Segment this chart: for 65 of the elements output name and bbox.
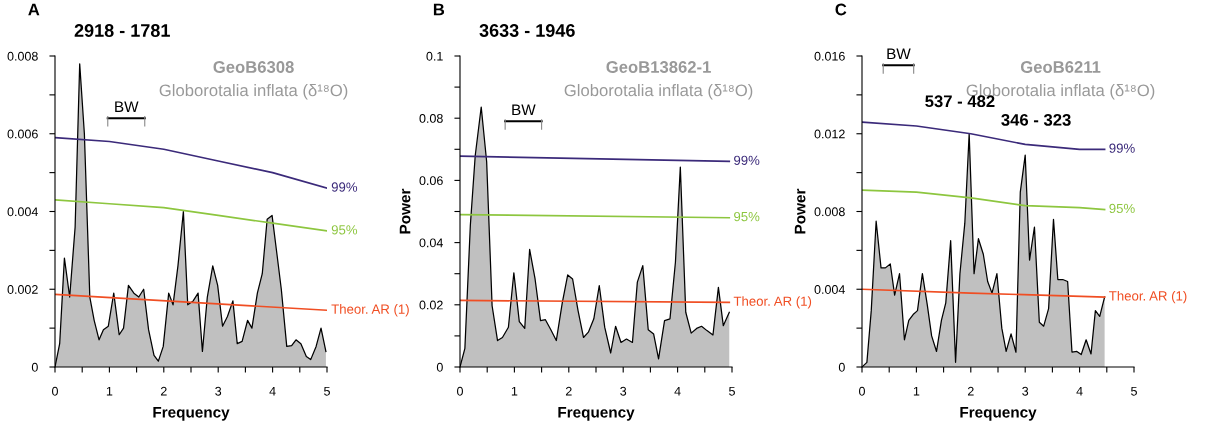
text: B [433, 3, 445, 16]
series-label: 99% [734, 155, 760, 165]
annotation: BW [887, 48, 911, 60]
y-tick-label: 0.016 [814, 51, 845, 61]
annotation: 346 - 323 [1001, 113, 1071, 126]
annotation: GeoB13862-1 [606, 61, 711, 73]
series-label: Theor. AR (1) [1109, 290, 1187, 304]
series-label: 99% [1109, 143, 1135, 153]
x-tick-label: 3 [620, 386, 627, 396]
y-tick-label: 0.1 [426, 51, 443, 61]
y-tick-label: 0.08 [419, 114, 443, 123]
y-tick-label: 0.02 [419, 300, 443, 310]
chart-title: 3633 - 1946 [479, 24, 575, 37]
y-tick-label: 0.06 [419, 176, 443, 186]
y-axis-title: Power [399, 188, 411, 234]
x-tick-label: 2 [565, 386, 572, 396]
y-tick-label: 0.04 [419, 238, 443, 248]
x-tick-label: 5 [1131, 386, 1137, 396]
annotation: Globorotalia inflata (δ¹⁸O) [159, 83, 348, 100]
line-series [862, 189, 1106, 211]
x-tick-label: 0 [52, 386, 58, 396]
annotation: BW [512, 104, 536, 116]
x-axis-title: Frequency [153, 406, 230, 421]
text: A [28, 3, 40, 16]
annotation: GeoB6308 [213, 61, 294, 73]
x-tick-label: 2 [160, 386, 167, 396]
y-tick-label: 0 [436, 362, 443, 372]
x-tick-label: 3 [215, 386, 222, 396]
annotation: GeoB6211 [1020, 61, 1101, 73]
x-tick-label: 1 [913, 386, 920, 396]
x-tick-label: 4 [674, 386, 681, 396]
y-tick-label: 0 [838, 362, 845, 372]
x-tick-label: 1 [106, 386, 113, 396]
y-tick-label: 0.002 [7, 285, 38, 294]
annotation: BW [115, 101, 139, 112]
y-tick-label: 0.008 [814, 207, 845, 217]
y-tick-label: 0.004 [7, 207, 38, 217]
y-tick-label: 0.004 [814, 285, 845, 294]
x-axis-title: Frequency [558, 406, 635, 421]
line-series [55, 199, 327, 232]
x-tick-label: 0 [457, 386, 463, 396]
x-tick-label: 0 [859, 386, 865, 396]
line-series [55, 136, 327, 190]
y-tick-label: 0.006 [7, 129, 38, 139]
y-tick-label: 0 [31, 362, 38, 372]
series-label: 95% [331, 225, 358, 235]
x-tick-label: 1 [511, 386, 518, 396]
x-tick-label: 4 [269, 386, 276, 396]
x-tick-label: 5 [324, 386, 330, 396]
x-tick-label: 3 [1022, 386, 1029, 396]
y-axis-title: Power [794, 188, 806, 234]
x-tick-label: 5 [729, 386, 735, 396]
series-label: 99% [331, 182, 358, 192]
series-label: 95% [1109, 203, 1135, 214]
annotation: Globorotalia inflata (δ¹⁸O) [564, 83, 753, 100]
series-label: Theor. AR (1) [733, 296, 812, 309]
x-tick-label: 2 [967, 386, 974, 396]
chart-title: 2918 - 1781 [74, 24, 170, 37]
text: C [835, 3, 847, 16]
y-tick-label: 0.012 [814, 129, 845, 139]
x-axis-title: Frequency [960, 406, 1037, 421]
y-tick-label: 0.008 [7, 51, 38, 61]
series-label: 95% [734, 211, 760, 222]
series-label: Theor. AR (1) [331, 304, 409, 317]
x-tick-label: 4 [1076, 386, 1083, 396]
